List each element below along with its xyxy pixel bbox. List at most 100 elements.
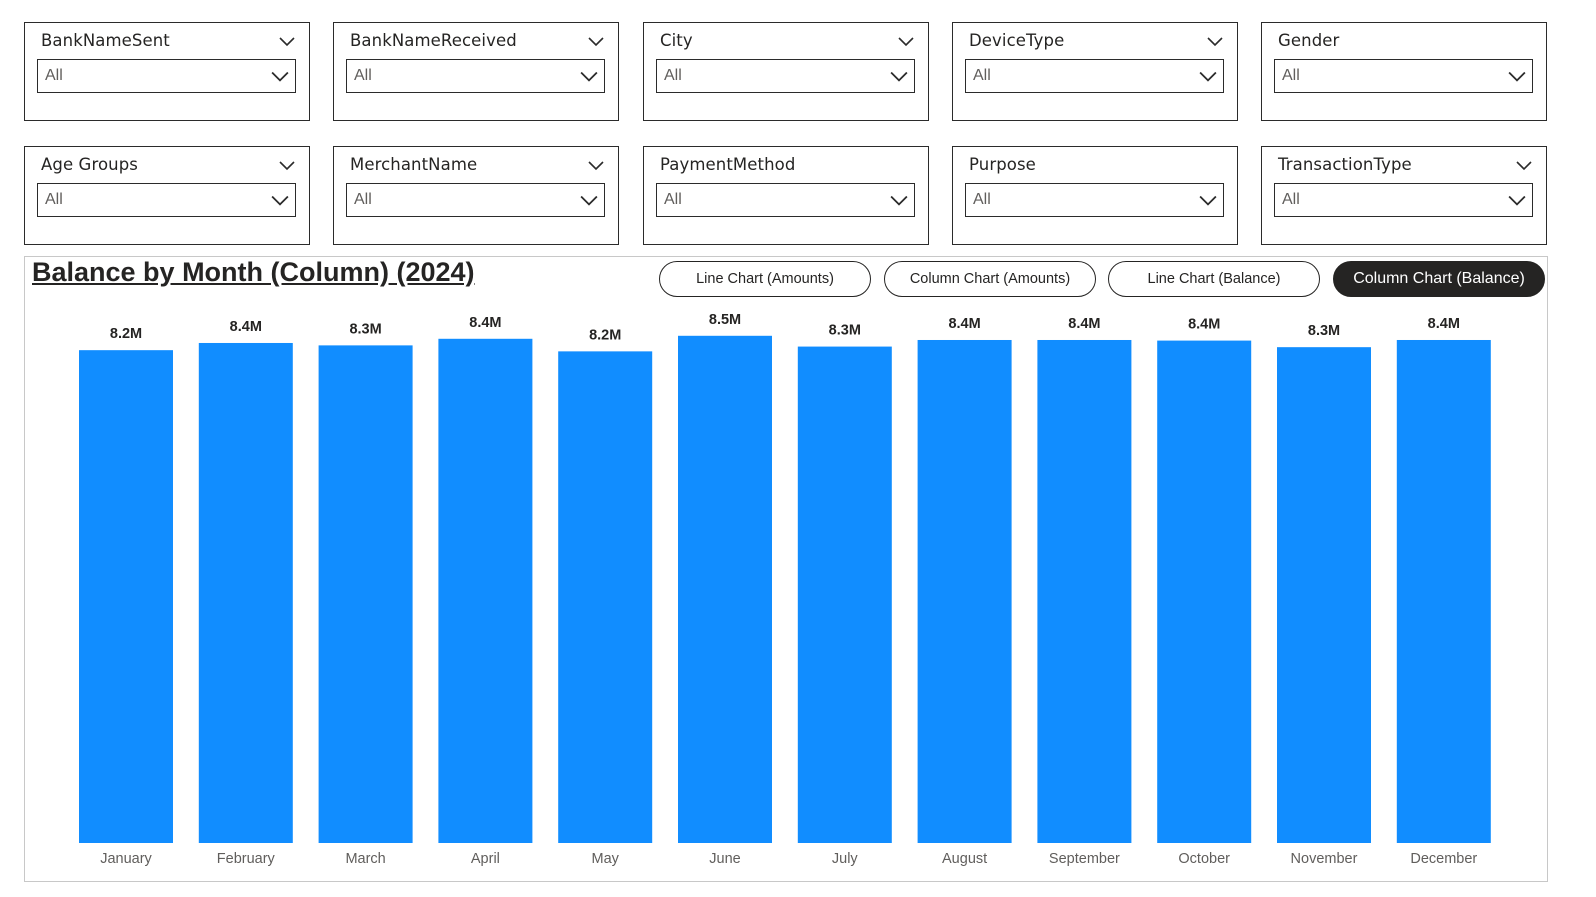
bar-march[interactable]	[318, 345, 413, 843]
x-tick-label: July	[832, 851, 859, 867]
chevron-down-icon	[580, 193, 598, 207]
bar-may[interactable]	[558, 351, 653, 843]
slicer-selected-value: All	[354, 191, 372, 208]
slicer-paymentmethod: PaymentMethod All	[643, 146, 929, 245]
slicer-dropdown[interactable]: All	[37, 183, 296, 217]
slicer-dropdown[interactable]: All	[1274, 183, 1533, 217]
x-tick-label: January	[100, 851, 152, 867]
chevron-down-icon[interactable]	[279, 33, 295, 47]
column-chart-plot: 8.2M January 8.4M February 8.3M March 8.4M Apri…	[79, 312, 1491, 867]
slicer-title: Gender	[1278, 31, 1340, 50]
slicer-title: PaymentMethod	[660, 155, 796, 174]
slicer-selected-value: All	[973, 191, 991, 208]
x-tick-label: December	[1410, 851, 1477, 867]
chevron-down-icon	[580, 69, 598, 83]
data-label: 8.3M	[349, 321, 381, 337]
x-tick-label: May	[591, 851, 619, 867]
slicer-transactiontype: TransactionType All	[1261, 146, 1547, 245]
slicer-selected-value: All	[45, 67, 63, 84]
slicer-city: City All	[643, 22, 929, 121]
slicer-selected-value: All	[1282, 67, 1300, 84]
slicer-purpose: Purpose All	[952, 146, 1238, 245]
slicer-dropdown[interactable]: All	[656, 59, 915, 93]
x-tick-label: September	[1049, 851, 1120, 867]
slicer-dropdown[interactable]: All	[965, 183, 1224, 217]
slicer-selected-value: All	[45, 191, 63, 208]
bar-february[interactable]	[198, 342, 293, 843]
x-tick-label: February	[217, 851, 276, 867]
slicer-title: BankNameSent	[41, 31, 170, 50]
data-label: 8.4M	[948, 316, 980, 332]
data-label: 8.4M	[1428, 316, 1460, 332]
slicer-dropdown[interactable]: All	[656, 183, 915, 217]
chevron-down-icon[interactable]	[588, 33, 604, 47]
bar-january[interactable]	[79, 350, 173, 843]
slicer-gender: Gender All	[1261, 22, 1547, 121]
data-label: 8.4M	[1068, 316, 1100, 332]
bar-december[interactable]	[1396, 339, 1491, 843]
slicer-dropdown[interactable]: All	[965, 59, 1224, 93]
slicer-selected-value: All	[1282, 191, 1300, 208]
data-label: 8.2M	[589, 327, 621, 343]
chart-title: Balance by Month (Column) (2024)	[32, 257, 475, 287]
data-label: 8.4M	[469, 315, 501, 331]
data-label: 8.2M	[110, 326, 142, 342]
toggle-column-chart-balance-button[interactable]: Column Chart (Balance)	[1333, 261, 1545, 297]
chevron-down-icon	[890, 193, 908, 207]
chevron-down-icon	[271, 193, 289, 207]
chevron-down-icon	[890, 69, 908, 83]
chevron-down-icon[interactable]	[898, 33, 914, 47]
bar-november[interactable]	[1277, 347, 1371, 843]
data-label: 8.5M	[709, 312, 741, 328]
chevron-down-icon[interactable]	[1516, 157, 1532, 171]
data-label: 8.3M	[829, 323, 861, 339]
slicer-dropdown[interactable]: All	[346, 183, 605, 217]
x-tick-label: March	[345, 851, 385, 867]
data-label: 8.3M	[1308, 323, 1340, 339]
bar-april[interactable]	[438, 338, 533, 843]
slicer-title: DeviceType	[969, 31, 1065, 50]
x-tick-label: October	[1178, 851, 1230, 867]
chevron-down-icon[interactable]	[1207, 33, 1223, 47]
chevron-down-icon	[1508, 193, 1526, 207]
bar-september[interactable]	[1037, 339, 1132, 843]
x-tick-label: June	[709, 851, 740, 867]
data-label: 8.4M	[1188, 317, 1220, 333]
bar-june[interactable]	[678, 335, 772, 843]
slicer-title: BankNameReceived	[350, 31, 517, 50]
x-tick-label: August	[942, 851, 987, 867]
slicer-title: City	[660, 31, 693, 50]
data-label: 8.4M	[230, 319, 262, 335]
slicer-selected-value: All	[973, 67, 991, 84]
chevron-down-icon	[1508, 69, 1526, 83]
slicer-selected-value: All	[664, 67, 682, 84]
slicer-title: MerchantName	[350, 155, 478, 174]
slicer-devicetype: DeviceType All	[952, 22, 1238, 121]
slicer-banknamesent: BankNameSent All	[24, 22, 310, 121]
bar-october[interactable]	[1157, 340, 1252, 843]
x-tick-label: April	[471, 851, 500, 867]
bar-august[interactable]	[917, 339, 1012, 843]
toggle-line-chart-balance-button[interactable]: Line Chart (Balance)	[1108, 261, 1320, 297]
slicer-title: Purpose	[969, 155, 1036, 174]
chevron-down-icon[interactable]	[279, 157, 295, 171]
slicer-title: Age Groups	[41, 155, 138, 174]
slicer-dropdown[interactable]: All	[37, 59, 296, 93]
slicer-merchantname: MerchantName All	[333, 146, 619, 245]
chevron-down-icon[interactable]	[588, 157, 604, 171]
slicer-selected-value: All	[354, 67, 372, 84]
slicer-title: TransactionType	[1278, 155, 1412, 174]
slicer-dropdown[interactable]: All	[1274, 59, 1533, 93]
bar-july[interactable]	[797, 346, 892, 843]
x-tick-label: November	[1291, 851, 1358, 867]
chevron-down-icon	[1199, 69, 1217, 83]
slicer-dropdown[interactable]: All	[346, 59, 605, 93]
slicer-age-groups: Age Groups All	[24, 146, 310, 245]
toggle-column-chart-amounts-button[interactable]: Column Chart (Amounts)	[884, 261, 1096, 297]
chevron-down-icon	[1199, 193, 1217, 207]
toggle-line-chart-amounts-button[interactable]: Line Chart (Amounts)	[659, 261, 871, 297]
slicer-banknamereceived: BankNameReceived All	[333, 22, 619, 121]
balance-column-chart-visual: 8.2M January 8.4M February 8.3M March 8.4M Apri…	[24, 256, 1548, 882]
chevron-down-icon	[271, 69, 289, 83]
slicer-selected-value: All	[664, 191, 682, 208]
